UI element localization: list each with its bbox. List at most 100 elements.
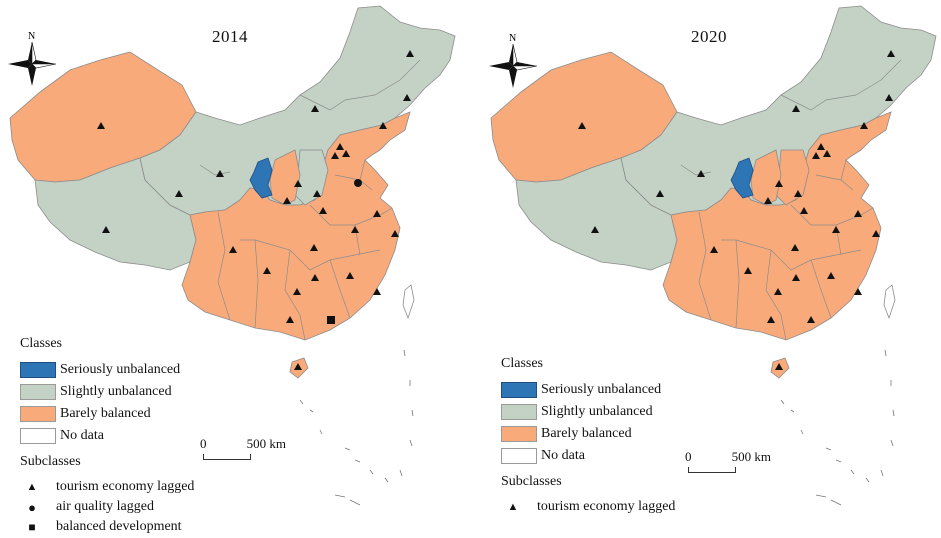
china-map-2014: N: [8, 5, 456, 506]
marker-triangle: [310, 244, 318, 251]
marker-triangle: [97, 122, 105, 129]
marker-triangle: [817, 143, 825, 150]
legend-label: balanced development: [56, 519, 182, 534]
marker-triangle: [774, 288, 782, 295]
legend-item-seriously: Seriously unbalanced: [501, 379, 675, 401]
legend-swatch: [501, 382, 537, 398]
legend-label: Slightly unbalanced: [541, 404, 653, 419]
marker-triangle: [823, 150, 831, 157]
legend-item-nodata: No data: [20, 425, 194, 447]
legend-subclasses-title: Subclasses: [501, 474, 562, 489]
legend-label: Seriously unbalanced: [541, 382, 662, 397]
circle-icon: ●: [28, 499, 36, 515]
marker-triangle: [697, 170, 705, 177]
marker-triangle: [406, 50, 414, 57]
scale-bar-2014: 0 500 km: [200, 436, 286, 460]
marker-triangle: [379, 122, 387, 129]
marker-triangle: [767, 316, 775, 323]
region-ningxia: [730, 157, 754, 199]
marker-triangle: [854, 210, 862, 217]
marker-triangle: [319, 207, 327, 214]
legend-label: air quality lagged: [56, 499, 154, 514]
marker-triangle: [800, 207, 808, 214]
scale-distance: 500 km: [246, 436, 286, 451]
legend-swatch: [20, 362, 56, 378]
legend-swatch: [20, 384, 56, 400]
legend-item-barely: Barely balanced: [501, 423, 675, 445]
scale-bar-2020: 0 500 km: [685, 449, 771, 473]
marker-triangle: [775, 363, 783, 370]
marker-triangle: [403, 94, 411, 101]
legend-item-triangle: ▲ tourism economy lagged: [20, 477, 195, 497]
legend-swatch: [20, 406, 56, 422]
marker-triangle: [775, 180, 783, 187]
marker-triangle: [286, 316, 294, 323]
marker-triangle: [578, 122, 586, 129]
region-ningxia: [249, 157, 273, 199]
legend-label: Barely balanced: [541, 426, 632, 441]
north-label: N: [28, 31, 35, 42]
marker-triangle: [311, 274, 319, 281]
legend-item-nodata: No data: [501, 445, 675, 467]
legend-classes-title: Classes: [501, 356, 543, 371]
marker-triangle: [311, 105, 319, 112]
legend-classes-title: Classes: [20, 336, 62, 351]
region-taiwan: [883, 284, 896, 320]
marker-triangle: [791, 244, 799, 251]
marker-triangle: [351, 226, 359, 233]
map-year-title: 2020: [691, 27, 727, 46]
marker-triangle: [331, 152, 339, 159]
legend-label: Barely balanced: [60, 406, 151, 421]
marker-triangle: [294, 363, 302, 370]
legend-label: tourism economy lagged: [56, 479, 195, 494]
legend-item-barely: Barely balanced: [20, 403, 194, 425]
marker-triangle: [792, 105, 800, 112]
north-arrow-icon: N: [489, 33, 538, 88]
legend-item-slightly: Slightly unbalanced: [20, 381, 194, 403]
marker-triangle: [216, 170, 224, 177]
province-borders: [680, 59, 902, 341]
legend-label: No data: [60, 428, 104, 443]
region-south-barely: [662, 111, 892, 341]
legend-item-seriously: Seriously unbalanced: [20, 359, 194, 381]
marker-triangle: [887, 50, 895, 57]
marker-triangle: [812, 152, 820, 159]
legend-label: tourism economy lagged: [537, 499, 676, 514]
legend-2014: Classes Seriously unbalanced Slightly un…: [20, 337, 194, 537]
marker-triangle: [591, 226, 599, 233]
legend-label: No data: [541, 448, 585, 463]
marker-triangle: [346, 272, 354, 279]
south-china-sea-islands: [299, 349, 414, 506]
marker-triangle: [794, 190, 802, 197]
marker-triangle: [885, 94, 893, 101]
legend-item-triangle: ▲ tourism economy lagged: [501, 497, 676, 517]
marker-triangle: [710, 246, 718, 253]
marker-triangle: [294, 180, 302, 187]
map-panel-2020: N: [471, 0, 941, 538]
marker-triangle: [229, 246, 237, 253]
marker-triangle: [293, 288, 301, 295]
legend-swatch: [501, 426, 537, 442]
north-arrow-icon: N: [8, 31, 57, 86]
marker-triangle: [744, 267, 752, 274]
scale-bar-line: [203, 454, 251, 460]
marker-triangle: [373, 210, 381, 217]
marker-triangle: [373, 288, 381, 295]
scale-distance: 500 km: [731, 449, 771, 464]
legend-item-circle: ● air quality lagged: [20, 497, 194, 517]
legend-swatch: [501, 404, 537, 420]
marker-triangle: [807, 316, 815, 323]
legend-swatch: [501, 448, 537, 464]
china-map-2020: N: [489, 5, 937, 506]
marker-triangle: [860, 122, 868, 129]
marker-triangle: [313, 190, 321, 197]
marker-triangle: [336, 143, 344, 150]
marker-triangle: [827, 272, 835, 279]
marker-triangle: [854, 288, 862, 295]
legend-label: Slightly unbalanced: [60, 384, 172, 399]
region-taiwan: [402, 284, 415, 320]
legend-swatch: [20, 428, 56, 444]
marker-triangle: [342, 150, 350, 157]
scale-bar-line: [688, 467, 736, 473]
marker-triangle: [792, 274, 800, 281]
